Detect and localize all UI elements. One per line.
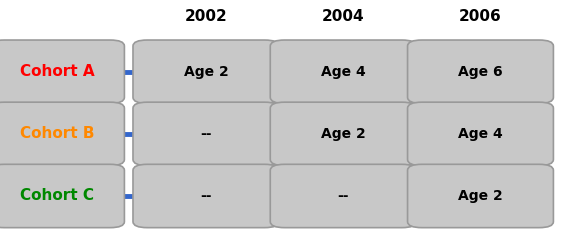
Text: Cohort B: Cohort B [20, 126, 94, 141]
FancyBboxPatch shape [0, 102, 125, 166]
FancyBboxPatch shape [270, 40, 416, 103]
Text: --: -- [337, 189, 349, 203]
Text: Age 4: Age 4 [458, 127, 503, 141]
FancyBboxPatch shape [407, 40, 553, 103]
Text: Cohort A: Cohort A [20, 64, 94, 79]
Text: 2002: 2002 [185, 9, 227, 24]
FancyBboxPatch shape [133, 102, 279, 166]
Text: Age 2: Age 2 [184, 65, 228, 79]
Text: Age 2: Age 2 [458, 189, 503, 203]
FancyBboxPatch shape [0, 40, 125, 103]
Text: --: -- [200, 127, 212, 141]
Text: 2006: 2006 [459, 9, 502, 24]
Text: Age 4: Age 4 [321, 65, 366, 79]
Text: Age 6: Age 6 [458, 65, 503, 79]
FancyBboxPatch shape [133, 164, 279, 228]
FancyBboxPatch shape [270, 164, 416, 228]
FancyBboxPatch shape [133, 40, 279, 103]
FancyBboxPatch shape [270, 102, 416, 166]
FancyBboxPatch shape [407, 164, 553, 228]
Text: Cohort C: Cohort C [20, 189, 94, 203]
FancyBboxPatch shape [407, 102, 553, 166]
Text: Age 2: Age 2 [321, 127, 366, 141]
Text: --: -- [200, 189, 212, 203]
Text: 2004: 2004 [322, 9, 364, 24]
FancyBboxPatch shape [0, 164, 125, 228]
